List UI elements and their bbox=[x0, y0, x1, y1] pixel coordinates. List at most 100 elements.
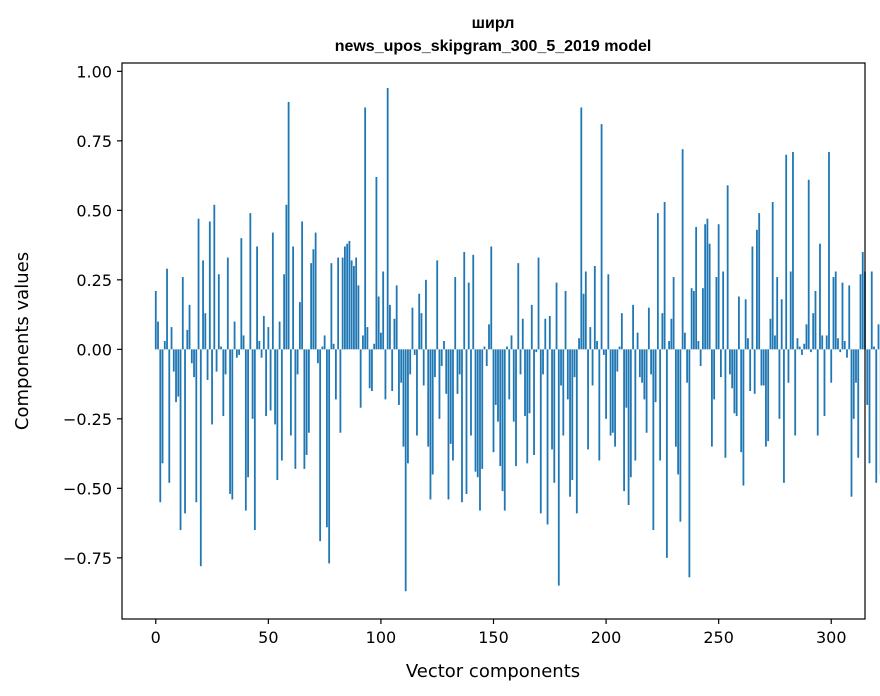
bar-229 bbox=[670, 318, 673, 350]
bar-271 bbox=[765, 349, 767, 447]
bar-230 bbox=[672, 277, 675, 350]
bar-307 bbox=[846, 349, 848, 358]
bar-9 bbox=[175, 349, 177, 403]
bar-234 bbox=[681, 149, 684, 350]
bar-31 bbox=[224, 349, 227, 375]
bar-246 bbox=[708, 243, 711, 350]
bar-81 bbox=[337, 257, 340, 350]
bar-47 bbox=[260, 349, 263, 358]
y-tick-label: 0.75 bbox=[76, 132, 112, 151]
bar-143 bbox=[476, 349, 479, 478]
bar-80 bbox=[334, 349, 337, 400]
bar-284 bbox=[794, 349, 797, 436]
bar-247 bbox=[711, 349, 713, 447]
bar-90 bbox=[357, 285, 360, 350]
bar-116 bbox=[416, 349, 418, 436]
bar-320 bbox=[875, 349, 878, 483]
bar-series bbox=[154, 88, 880, 592]
bar-157 bbox=[508, 349, 511, 400]
bar-286 bbox=[798, 346, 801, 350]
bar-292 bbox=[812, 313, 815, 350]
bar-253 bbox=[724, 349, 727, 458]
bar-238 bbox=[690, 288, 693, 350]
bar-186 bbox=[573, 349, 576, 378]
x-tick-label: 250 bbox=[703, 628, 734, 647]
bar-281 bbox=[787, 349, 790, 383]
bar-276 bbox=[776, 277, 779, 350]
x-axis-label: Vector components bbox=[406, 661, 580, 682]
bar-187 bbox=[575, 349, 578, 514]
bar-181 bbox=[562, 349, 565, 436]
bar-296 bbox=[821, 335, 824, 350]
bar-199 bbox=[602, 349, 605, 355]
bar-197 bbox=[598, 349, 601, 461]
bar-176 bbox=[551, 349, 553, 450]
bar-250 bbox=[717, 224, 720, 350]
bar-177 bbox=[553, 349, 556, 483]
bar-45 bbox=[256, 246, 258, 350]
bar-93 bbox=[364, 107, 367, 350]
bar-262 bbox=[744, 299, 747, 350]
bar-16 bbox=[190, 349, 193, 364]
bar-314 bbox=[861, 252, 864, 350]
bar-137 bbox=[463, 252, 466, 350]
bar-152 bbox=[497, 349, 499, 422]
bar-56 bbox=[280, 349, 283, 461]
bar-161 bbox=[517, 263, 520, 350]
bar-305 bbox=[841, 282, 844, 350]
bar-134 bbox=[456, 349, 459, 394]
bar-11 bbox=[179, 349, 182, 531]
y-tick-label: −0.50 bbox=[63, 479, 112, 498]
bar-312 bbox=[857, 349, 860, 458]
bar-215 bbox=[638, 349, 641, 378]
bar-168 bbox=[533, 349, 535, 455]
bar-224 bbox=[659, 349, 662, 461]
bar-188 bbox=[578, 338, 580, 350]
bar-25 bbox=[211, 349, 213, 425]
bar-198 bbox=[600, 124, 603, 350]
plot-frame bbox=[121, 62, 866, 620]
bar-60 bbox=[289, 349, 292, 436]
bar-67 bbox=[305, 349, 308, 455]
bar-169 bbox=[535, 349, 538, 353]
y-tick-label: 0.50 bbox=[76, 201, 112, 220]
bar-77 bbox=[328, 349, 331, 564]
bar-228 bbox=[668, 341, 671, 350]
bar-103 bbox=[386, 88, 389, 350]
bar-287 bbox=[801, 349, 803, 355]
bar-207 bbox=[620, 313, 623, 350]
bar-139 bbox=[467, 282, 470, 350]
bar-108 bbox=[398, 349, 400, 405]
bar-36 bbox=[235, 349, 238, 358]
bar-123 bbox=[431, 349, 434, 475]
bar-84 bbox=[344, 246, 346, 350]
bar-211 bbox=[629, 349, 632, 478]
bar-254 bbox=[726, 185, 729, 350]
bar-55 bbox=[278, 321, 281, 350]
bar-159 bbox=[512, 349, 515, 422]
bar-269 bbox=[760, 349, 763, 386]
bar-299 bbox=[828, 151, 830, 350]
bar-64 bbox=[298, 302, 301, 350]
bar-225 bbox=[661, 313, 664, 350]
bar-97 bbox=[373, 343, 376, 350]
bar-300 bbox=[830, 349, 833, 383]
bar-86 bbox=[348, 240, 351, 350]
bar-164 bbox=[524, 349, 526, 417]
bar-165 bbox=[526, 349, 529, 464]
bar-156 bbox=[506, 346, 508, 350]
bar-32 bbox=[226, 257, 229, 350]
bar-142 bbox=[474, 349, 477, 472]
bar-7 bbox=[170, 327, 173, 350]
bar-227 bbox=[665, 349, 668, 558]
bar-202 bbox=[609, 349, 612, 436]
bar-279 bbox=[783, 349, 785, 483]
bar-53 bbox=[274, 349, 276, 425]
bar-151 bbox=[494, 349, 497, 405]
bar-50 bbox=[267, 327, 270, 350]
x-tick-label: 0 bbox=[151, 628, 161, 647]
bar-46 bbox=[258, 341, 261, 350]
bar-192 bbox=[587, 349, 589, 450]
bar-135 bbox=[458, 349, 461, 375]
